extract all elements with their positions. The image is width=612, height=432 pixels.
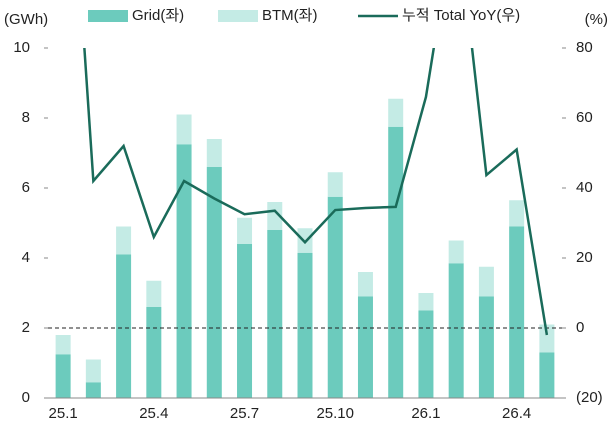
bar: [327, 172, 343, 197]
x-tick-label: 25.10: [316, 405, 354, 422]
bar: [418, 293, 434, 311]
bar: [206, 139, 222, 167]
x-tick-label: 26.4: [502, 405, 531, 422]
bar: [327, 196, 343, 398]
bar: [55, 335, 71, 355]
bar: [509, 226, 525, 398]
y-tick-label: 10: [13, 39, 30, 56]
bar: [146, 307, 162, 398]
bar: [116, 254, 132, 398]
y2-tick-label: 40: [576, 179, 593, 196]
bar: [448, 240, 464, 264]
legend-label: Grid(좌): [132, 7, 184, 24]
bar: [418, 310, 434, 398]
bar: [176, 114, 192, 145]
bar: [478, 266, 494, 297]
bar: [539, 324, 555, 353]
y-tick-label: 0: [22, 389, 30, 406]
bar: [206, 167, 222, 398]
bar: [388, 126, 404, 398]
bar: [388, 98, 404, 127]
bar: [146, 280, 162, 307]
y-tick-label: 4: [22, 249, 30, 266]
bar: [267, 230, 283, 398]
legend-label: BTM(좌): [262, 7, 317, 24]
x-tick-label: 25.4: [139, 405, 168, 422]
y2-tick-label: 0: [576, 319, 584, 336]
x-tick-label: 26.1: [411, 405, 440, 422]
legend-label: 누적 Total YoY(우): [402, 7, 520, 24]
legend-swatch: [88, 10, 128, 22]
bar: [297, 252, 313, 398]
bar: [448, 263, 464, 398]
bar: [237, 244, 253, 398]
y-tick-label: 8: [22, 109, 30, 126]
y2-tick-label: 20: [576, 249, 593, 266]
bar: [85, 382, 101, 398]
line: [83, 48, 549, 336]
y-axis-unit: (GWh): [4, 11, 48, 28]
y-tick-label: 6: [22, 179, 30, 196]
y2-tick-label: 60: [576, 109, 593, 126]
bar: [357, 272, 373, 297]
bar: [509, 200, 525, 227]
bar: [85, 359, 101, 383]
legend-swatch: [218, 10, 258, 22]
bar: [55, 354, 71, 398]
bar: [539, 352, 555, 398]
bar: [116, 226, 132, 255]
y2-tick-label: (20): [576, 389, 603, 406]
y2-axis-unit: (%): [585, 11, 608, 28]
x-tick-label: 25.1: [49, 405, 78, 422]
y2-tick-label: 80: [576, 39, 593, 56]
bar: [357, 296, 373, 398]
bar: [267, 202, 283, 230]
y-tick-label: 2: [22, 319, 30, 336]
bar: [478, 296, 494, 398]
bar: [176, 144, 192, 398]
x-tick-label: 25.7: [230, 405, 259, 422]
bar: [237, 217, 253, 244]
